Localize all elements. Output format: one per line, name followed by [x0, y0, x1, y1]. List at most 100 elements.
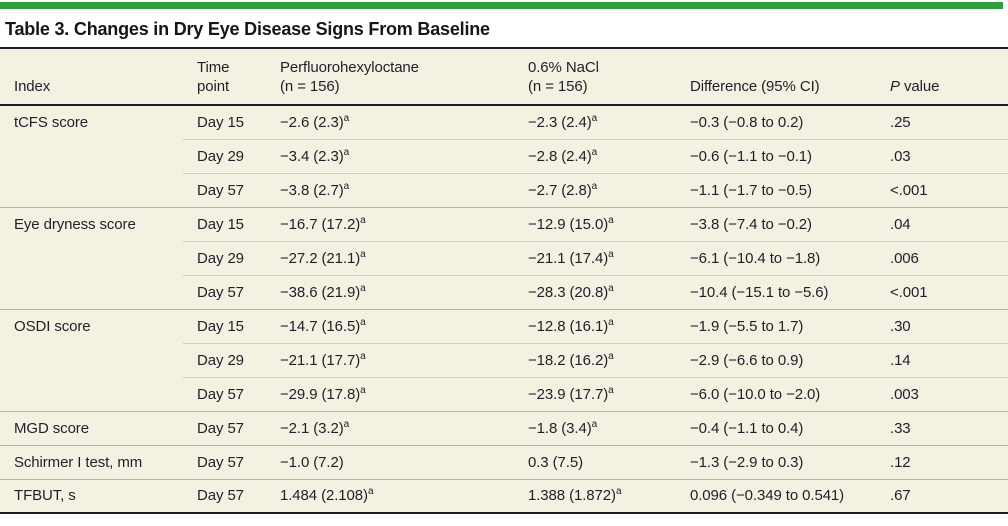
- col-header-nacl: 0.6% NaCl (n = 156): [514, 47, 676, 106]
- table-row: Day 29 −21.1 (17.7)a −18.2 (16.2)a −2.9 (−6…: [0, 342, 1008, 377]
- table-row: Day 57 −38.6 (21.9)a −28.3 (20.8)a −10.4 (−…: [0, 274, 1008, 309]
- cell-difference-value: −1.1 (−1.7 to −0.5): [676, 172, 876, 207]
- cell-nacl-value: −21.1 (17.4)a: [514, 240, 676, 275]
- cell-p-value: .33: [876, 410, 1008, 445]
- footnote-marker: a: [360, 248, 366, 260]
- footnote-marker: a: [360, 282, 366, 294]
- footnote-marker: a: [343, 418, 350, 430]
- cell-time-point: Day 15: [183, 308, 266, 343]
- footnote-marker: a: [608, 384, 614, 396]
- col-header-index: Index: [0, 47, 183, 106]
- table-header: Index Time point Perfluorohexyloctane (n =…: [0, 47, 1008, 106]
- cell-nacl-value: −2.7 (2.8)a: [514, 172, 676, 207]
- cell-nacl-value: −12.8 (16.1)a: [514, 308, 676, 343]
- cell-index: [0, 377, 183, 411]
- footnote-marker: a: [608, 282, 614, 294]
- cell-perfluorohexyloctane-value: −21.1 (17.7)a: [266, 342, 514, 377]
- table-title: Table 3. Changes in Dry Eye Disease Sign…: [5, 19, 490, 39]
- cell-time-point: Day 29: [183, 138, 266, 173]
- cell-difference-value: −10.4 (−15.1 to −5.6): [676, 274, 876, 309]
- cell-p-value: <.001: [876, 274, 1008, 309]
- cell-difference-value: −3.8 (−7.4 to −0.2): [676, 206, 876, 241]
- cell-p-value: .14: [876, 342, 1008, 377]
- cell-p-value: .003: [876, 376, 1008, 411]
- cell-index: MGD score: [0, 410, 183, 445]
- footnote-marker: a: [360, 214, 366, 226]
- footnote-marker: a: [360, 350, 366, 362]
- cell-perfluorohexyloctane-value: −2.1 (3.2)a: [266, 410, 514, 445]
- cell-difference-value: −1.9 (−5.5 to 1.7): [676, 308, 876, 343]
- cell-difference-value: −0.6 (−1.1 to −0.1): [676, 138, 876, 173]
- col-header-time-point: Time point: [183, 47, 266, 106]
- footnote-marker: a: [608, 316, 614, 328]
- col-header-difference: Difference (95% CI): [676, 47, 876, 106]
- footnote-marker: a: [343, 112, 350, 124]
- table-row: tCFS score Day 15 −2.6 (2.3)a −2.3 (2.4)a −0…: [0, 105, 1008, 139]
- footnote-marker: a: [608, 248, 614, 260]
- cell-time-point: Day 57: [183, 376, 266, 411]
- cell-difference-value: −6.1 (−10.4 to −1.8): [676, 240, 876, 275]
- cell-p-value: .30: [876, 308, 1008, 343]
- footnote-marker: a: [343, 146, 350, 158]
- cell-p-value: .04: [876, 206, 1008, 241]
- cell-nacl-value: −2.8 (2.4)a: [514, 138, 676, 173]
- cell-perfluorohexyloctane-value: −3.4 (2.3)a: [266, 138, 514, 173]
- table-row: TFBUT, s Day 57 1.484 (2.108)a 1.388 (1.872…: [0, 478, 1008, 514]
- cell-index: Eye dryness score: [0, 206, 183, 241]
- footnote-marker: a: [591, 180, 598, 192]
- cell-difference-value: −0.4 (−1.1 to 0.4): [676, 410, 876, 445]
- footnote-marker: a: [367, 486, 374, 498]
- cell-p-value: .67: [876, 478, 1008, 514]
- cell-index: [0, 275, 183, 309]
- col-header-perfluorohexyloctane: Perfluorohexyloctane (n = 156): [266, 47, 514, 106]
- table-row: OSDI score Day 15 −14.7 (16.5)a −12.8 (16.1…: [0, 308, 1008, 343]
- cell-difference-value: −0.3 (−0.8 to 0.2): [676, 105, 876, 139]
- cell-index: [0, 241, 183, 275]
- cell-time-point: Day 29: [183, 342, 266, 377]
- header-row: Index Time point Perfluorohexyloctane (n =…: [0, 47, 1008, 106]
- cell-index: [0, 173, 183, 207]
- cell-time-point: Day 57: [183, 444, 266, 479]
- cell-nacl-value: −23.9 (17.7)a: [514, 376, 676, 411]
- cell-nacl-value: −2.3 (2.4)a: [514, 105, 676, 139]
- cell-nacl-value: −18.2 (16.2)a: [514, 342, 676, 377]
- footnote-marker: a: [608, 214, 614, 226]
- col-header-p-value: P value: [876, 47, 1008, 106]
- cell-perfluorohexyloctane-value: −16.7 (17.2)a: [266, 206, 514, 241]
- cell-perfluorohexyloctane-value: −38.6 (21.9)a: [266, 274, 514, 309]
- table-row: MGD score Day 57 −2.1 (3.2)a −1.8 (3.4)a −0.…: [0, 410, 1008, 445]
- footnote-marker: a: [360, 384, 366, 396]
- cell-nacl-value: −28.3 (20.8)a: [514, 274, 676, 309]
- cell-index: [0, 343, 183, 377]
- table-row: Eye dryness score Day 15 −16.7 (17.2)a −12.…: [0, 206, 1008, 241]
- table-row: Day 57 −29.9 (17.8)a −23.9 (17.7)a −6.0 (−1…: [0, 376, 1008, 411]
- cell-nacl-value: −12.9 (15.0)a: [514, 206, 676, 241]
- table-row: Schirmer I test, mm Day 57 −1.0 (7.2) 0.3 (…: [0, 444, 1008, 479]
- cell-perfluorohexyloctane-value: −29.9 (17.8)a: [266, 376, 514, 411]
- footnote-marker: a: [608, 350, 614, 362]
- cell-p-value: .25: [876, 105, 1008, 139]
- dry-eye-signs-table: Index Time point Perfluorohexyloctane (n =…: [0, 47, 1008, 514]
- cell-perfluorohexyloctane-value: −2.6 (2.3)a: [266, 105, 514, 139]
- cell-p-value: .12: [876, 444, 1008, 479]
- footnote-marker: a: [591, 112, 598, 124]
- cell-nacl-value: 0.3 (7.5): [514, 444, 676, 479]
- table-row: Day 29 −3.4 (2.3)a −2.8 (2.4)a −0.6 (−1.1 t…: [0, 138, 1008, 173]
- cell-time-point: Day 29: [183, 240, 266, 275]
- col-header-index-label: Index: [14, 78, 51, 95]
- cell-perfluorohexyloctane-value: −14.7 (16.5)a: [266, 308, 514, 343]
- footnote-marker: a: [591, 418, 598, 430]
- table-accent-bar: [0, 2, 1003, 9]
- table-row: Day 57 −3.8 (2.7)a −2.7 (2.8)a −1.1 (−1.7 t…: [0, 172, 1008, 207]
- cell-difference-value: −2.9 (−6.6 to 0.9): [676, 342, 876, 377]
- cell-p-value: .006: [876, 240, 1008, 275]
- cell-time-point: Day 57: [183, 478, 266, 514]
- cell-difference-value: 0.096 (−0.349 to 0.541): [676, 478, 876, 514]
- cell-index: tCFS score: [0, 105, 183, 139]
- cell-time-point: Day 15: [183, 105, 266, 139]
- cell-index: OSDI score: [0, 308, 183, 343]
- cell-p-value: <.001: [876, 172, 1008, 207]
- cell-perfluorohexyloctane-value: −1.0 (7.2): [266, 444, 514, 479]
- cell-time-point: Day 57: [183, 274, 266, 309]
- cell-time-point: Day 15: [183, 206, 266, 241]
